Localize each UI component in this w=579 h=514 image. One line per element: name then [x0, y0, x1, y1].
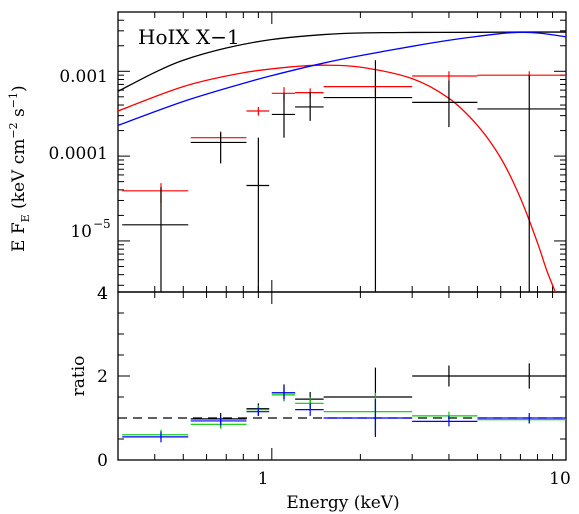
x-tick-label-10: 10: [549, 469, 571, 489]
ratio-data-point: [271, 386, 296, 400]
spectrum-data-point: [412, 71, 478, 81]
ratio-data-point: [412, 415, 478, 427]
spectrum-data-point: [295, 91, 324, 121]
red-model-curve: [118, 64, 556, 292]
x-axis-title: Energy (keV): [286, 493, 399, 513]
ratio-data-point: [190, 416, 247, 426]
spectrum-data-point: [246, 137, 270, 292]
x-tick-label-1: 1: [258, 469, 269, 489]
ratio-tick-label-2: 2: [97, 367, 108, 387]
ratio-tick-label-0: 0: [97, 451, 108, 471]
ratio-data-point: [122, 429, 189, 439]
ratio-data-point: [412, 411, 478, 421]
spectrum-data-point: [412, 80, 478, 128]
spectrum-data-point: [477, 75, 566, 292]
model-curves: [118, 31, 566, 292]
y-tick-label-1e-5-exponent: −5: [93, 217, 111, 231]
y-tick-label-0.0001: 0.0001: [49, 144, 108, 164]
ratio-tick-label-4: 4: [97, 284, 108, 304]
top-data-crosses: [122, 60, 566, 292]
ratio-data-point: [295, 391, 324, 408]
spectrum-data-point: [323, 78, 413, 96]
top-y-axis-title: E FE (keV cm−2 s−1): [7, 85, 32, 252]
ratio-data-point: [122, 431, 189, 443]
bottom-y-axis-title: ratio: [69, 356, 89, 397]
ratio-data-point: [323, 399, 413, 435]
spectrum-data-point: [271, 93, 296, 138]
ratio-data-point: [412, 365, 478, 387]
ratio-data-point: [477, 363, 566, 389]
spectrum-data-point: [190, 132, 247, 164]
spectrum-data-point: [323, 60, 413, 292]
ratio-data-point: [323, 392, 413, 427]
panel-title: HoIX X−1: [138, 25, 240, 49]
ratio-data-point: [295, 403, 324, 416]
y-tick-label-0.001: 0.001: [59, 67, 108, 87]
y-tick-label-1e-5: 10: [70, 222, 92, 242]
spectrum-data-point: [295, 88, 324, 98]
ratio-data-point: [323, 367, 413, 437]
spectrum-data-point: [122, 187, 189, 292]
spectrum-data-point: [246, 106, 270, 116]
spectrum-data-point: [122, 183, 189, 204]
y-tick-label-4: 4: [97, 284, 108, 304]
blue-model-curve: [118, 31, 566, 127]
top-panel-frame: [117, 11, 567, 293]
spectrum-data-point: [190, 131, 247, 143]
total-model-curve: [118, 31, 566, 92]
ratio-data-crosses: [122, 363, 566, 443]
ratio-data-point: [246, 407, 270, 416]
ratio-data-point: [477, 415, 566, 424]
top-panel-ticks: [117, 11, 567, 292]
spectrum-data-point: [477, 71, 566, 80]
ratio-data-point: [477, 412, 566, 424]
